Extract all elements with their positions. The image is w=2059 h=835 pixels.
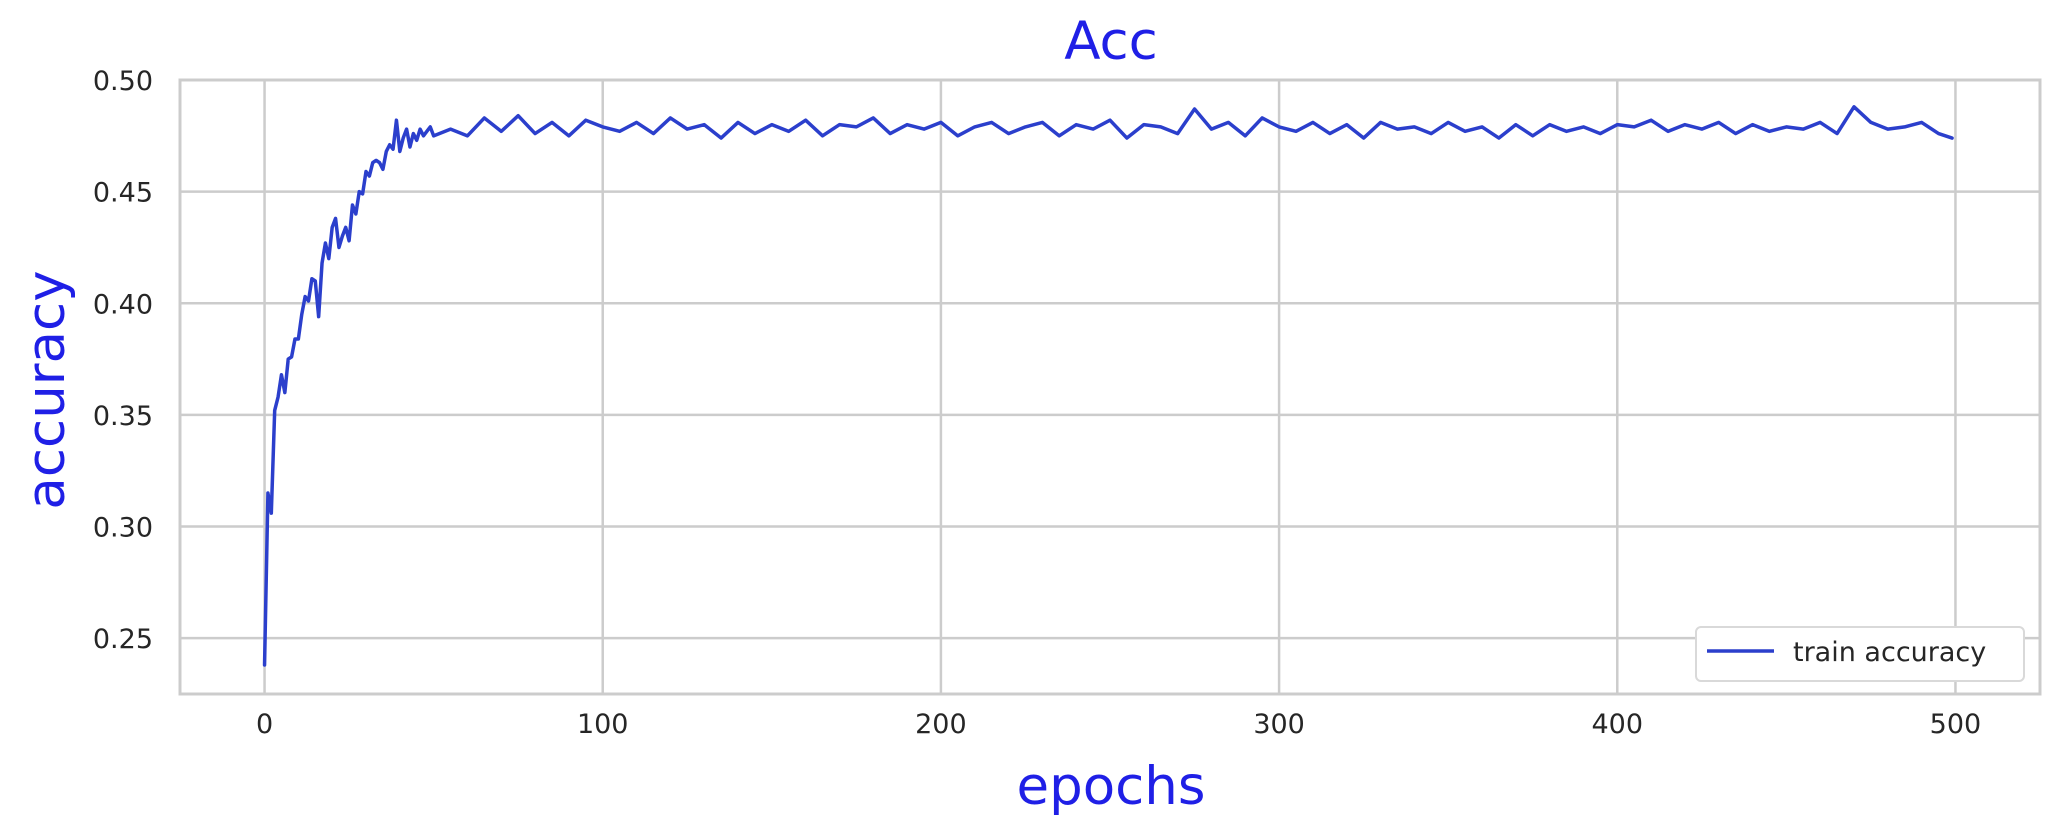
y-tick-label: 0.30 bbox=[93, 513, 153, 544]
x-tick-label: 100 bbox=[577, 709, 629, 740]
legend-box bbox=[1695, 626, 2025, 682]
series-layer bbox=[262, 105, 1954, 667]
x-axis-label: epochs bbox=[1016, 756, 1205, 817]
tick-labels: 0 100 200 300 400 500 0.25 0.30 0.35 0.40 0.45 0.50 bbox=[93, 66, 1981, 740]
chart-title: Acc bbox=[1064, 11, 1158, 72]
series-line-train-accuracy bbox=[262, 105, 1954, 667]
y-tick-label: 0.40 bbox=[93, 289, 153, 320]
legend: train accuracy bbox=[1695, 626, 2025, 682]
y-tick-label: 0.25 bbox=[93, 624, 153, 655]
y-axis-label: accuracy bbox=[16, 270, 77, 509]
x-tick-label: 400 bbox=[1591, 709, 1643, 740]
legend-label: train accuracy bbox=[1793, 637, 1986, 668]
y-tick-label: 0.50 bbox=[93, 66, 153, 97]
y-tick-label: 0.35 bbox=[93, 401, 153, 432]
x-tick-label: 300 bbox=[1253, 709, 1305, 740]
y-tick-label: 0.45 bbox=[93, 178, 153, 209]
x-tick-label: 500 bbox=[1930, 709, 1982, 740]
x-tick-label: 0 bbox=[256, 709, 273, 740]
plot-frame bbox=[178, 78, 2042, 696]
x-tick-label: 200 bbox=[915, 709, 967, 740]
